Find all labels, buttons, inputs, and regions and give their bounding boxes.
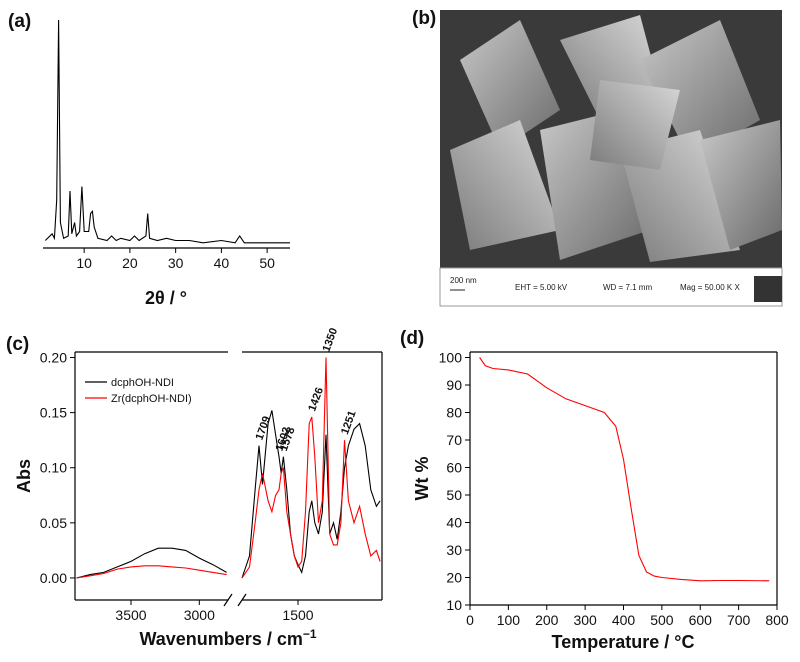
x-tick-label: 1500 xyxy=(282,607,313,623)
y-tick-label: 0.20 xyxy=(40,350,67,366)
x-tick-label: 300 xyxy=(573,612,597,628)
y-tick-label: 30 xyxy=(446,542,462,558)
y-tick-label: 0.10 xyxy=(40,460,67,476)
panel-label: (a) xyxy=(8,11,31,32)
x-tick-label: 3000 xyxy=(184,607,215,623)
y-tick-label: 60 xyxy=(446,460,462,476)
data-line xyxy=(76,565,227,579)
data-line xyxy=(241,410,381,579)
y-axis-title: Wt % xyxy=(412,457,432,501)
data-line xyxy=(241,357,381,579)
peak-label: 1426 xyxy=(306,386,326,413)
y-tick-label: 0.05 xyxy=(40,515,67,531)
peak-label: 1350 xyxy=(321,326,341,353)
y-tick-label: 50 xyxy=(446,487,462,503)
axis-break xyxy=(223,593,233,607)
eht-label: EHT = 5.00 kV xyxy=(515,283,568,292)
x-tick-label: 400 xyxy=(612,612,636,628)
legend-label: dcphOH-NDI xyxy=(111,377,174,389)
panel-label: (c) xyxy=(6,334,29,355)
scale-bar-label: 200 nm xyxy=(450,276,477,285)
x-tick-label: 800 xyxy=(765,612,789,628)
x-tick-label: 30 xyxy=(168,255,184,271)
axis-break xyxy=(237,593,247,607)
y-tick-label: 100 xyxy=(439,350,463,366)
x-axis-title: Wavenumbers / cm−1 xyxy=(139,627,316,649)
x-tick-label: 3500 xyxy=(115,607,146,623)
x-tick-label: 0 xyxy=(466,612,474,628)
y-tick-label: 70 xyxy=(446,432,462,448)
peak-label: 1709 xyxy=(254,415,274,442)
x-axis-title-exponent: −1 xyxy=(303,627,317,641)
peak-label: 1251 xyxy=(339,409,359,436)
x-tick-label: 100 xyxy=(497,612,521,628)
y-tick-label: 90 xyxy=(446,377,462,393)
sem-image: 200 nm EHT = 5.00 kV WD = 7.1 mm Mag = 5… xyxy=(439,10,783,307)
x-tick-label: 40 xyxy=(214,255,230,271)
x-tick-label: 500 xyxy=(650,612,674,628)
y-tick-label: 20 xyxy=(446,570,462,586)
panel-label: (b) xyxy=(412,8,436,29)
x-tick-label: 200 xyxy=(535,612,559,628)
mag-label: Mag = 50.00 K X xyxy=(680,283,740,292)
y-axis-title: Abs xyxy=(14,459,34,493)
x-tick-label: 50 xyxy=(259,255,275,271)
panel-label: (d) xyxy=(400,328,424,349)
y-tick-label: 0.00 xyxy=(40,570,67,586)
x-tick-label: 600 xyxy=(689,612,713,628)
y-tick-label: 0.15 xyxy=(40,405,67,421)
data-line xyxy=(44,19,290,244)
x-tick-label: 700 xyxy=(727,612,751,628)
y-tick-label: 10 xyxy=(446,597,462,613)
x-axis-title: 2θ / ° xyxy=(145,288,187,308)
x-tick-label: 20 xyxy=(122,255,138,271)
data-line xyxy=(76,547,227,579)
data-line xyxy=(479,357,770,582)
legend-label: Zr(dcphOH-NDI) xyxy=(111,393,192,405)
x-tick-label: 10 xyxy=(76,255,92,271)
x-axis-title: Temperature / °C xyxy=(552,632,695,652)
y-tick-label: 80 xyxy=(446,405,462,421)
wd-label: WD = 7.1 mm xyxy=(603,283,652,292)
y-tick-label: 40 xyxy=(446,515,462,531)
